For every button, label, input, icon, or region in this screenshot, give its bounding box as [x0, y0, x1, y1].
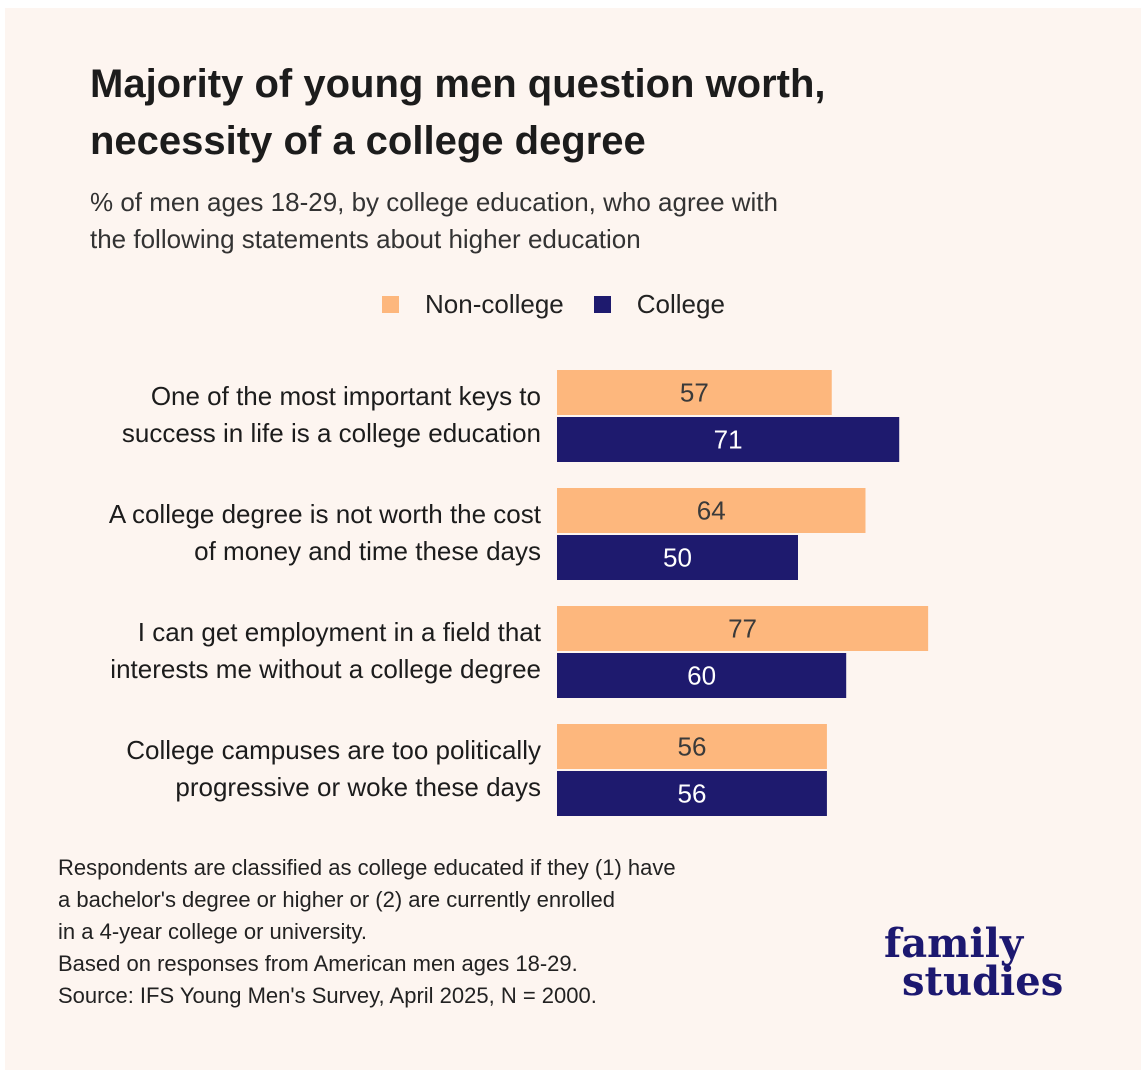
note-line-1: Respondents are classified as college ed…	[58, 855, 676, 880]
category-label-2-line-2: of money and time these days	[194, 536, 541, 566]
logo-line-2: studies	[902, 958, 1064, 1005]
note-line-5: Source: IFS Young Men's Survey, April 20…	[58, 983, 597, 1008]
bar-non-college-4	[557, 724, 827, 769]
chart-title: Majority of young men question worth, ne…	[90, 56, 1050, 170]
chart-subtitle-line-1: % of men ages 18-29, by college educatio…	[90, 187, 778, 217]
data-label-college-3: 60	[687, 661, 716, 691]
category-label-2: A college degree is not worth the cost of…	[21, 496, 541, 570]
note-line-3: in a 4-year college or university.	[58, 919, 367, 944]
chart-subtitle-line-2: the following statements about higher ed…	[90, 224, 641, 254]
chart-title-line-1: Majority of young men question worth,	[90, 62, 826, 106]
legend-swatch-college	[593, 295, 611, 313]
category-label-2-line-1: A college degree is not worth the cost	[108, 499, 541, 529]
bar-college-1	[557, 417, 900, 462]
category-label-1-line-1: One of the most important keys to	[150, 381, 541, 411]
data-label-college-1: 71	[714, 425, 743, 455]
category-label-4: College campuses are too politically prog…	[21, 732, 541, 806]
data-label-non-college-4: 56	[677, 732, 706, 762]
family-studies-logo: family studies	[884, 920, 1064, 1005]
chart-legend: Non-college College	[382, 284, 755, 324]
category-label-1: One of the most important keys to success…	[21, 378, 541, 452]
category-label-1-line-2: success in life is a college education	[121, 418, 541, 448]
data-label-non-college-3: 77	[728, 614, 757, 644]
legend-item-non-college: Non-college	[382, 289, 564, 320]
category-label-4-line-2: progressive or woke these days	[175, 772, 541, 802]
category-label-4-line-1: College campuses are too politically	[126, 735, 541, 765]
chart-subtitle: % of men ages 18-29, by college educatio…	[90, 184, 990, 258]
bar-college-3	[557, 653, 847, 698]
bar-non-college-1	[557, 370, 832, 415]
legend-item-college: College	[593, 288, 725, 320]
note-line-2: a bachelor's degree or higher or (2) are…	[58, 887, 615, 912]
bar-non-college-2	[557, 488, 866, 533]
data-label-college-4: 56	[677, 779, 706, 809]
legend-swatch-non-college	[382, 295, 399, 313]
data-label-non-college-1: 57	[680, 378, 709, 408]
category-label-3-line-2: interests me without a college degree	[110, 654, 541, 684]
legend-label-non-college: Non-college	[425, 288, 564, 319]
chart-notes: Respondents are classified as college ed…	[58, 852, 778, 1012]
data-label-non-college-2: 64	[697, 496, 726, 526]
category-label-3: I can get employment in a field that inte…	[21, 614, 541, 688]
note-line-4: Based on responses from American men age…	[58, 951, 578, 976]
bar-non-college-3	[557, 606, 929, 651]
legend-label-college: College	[636, 288, 725, 319]
bar-college-2	[557, 535, 798, 580]
data-label-college-2: 50	[663, 543, 692, 573]
bar-college-4	[557, 771, 827, 816]
logo-line-1: family	[884, 920, 1024, 967]
category-label-3-line-1: I can get employment in a field that	[137, 617, 541, 647]
chart-title-line-2: necessity of a college degree	[90, 119, 646, 163]
